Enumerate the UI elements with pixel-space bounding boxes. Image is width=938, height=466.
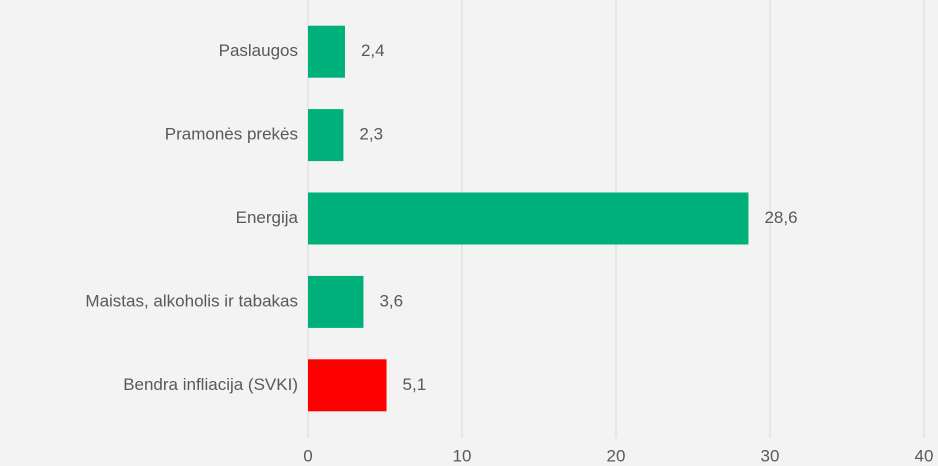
value-label: 2,3 (359, 125, 383, 144)
bar (308, 25, 345, 78)
value-label: 28,6 (764, 208, 797, 227)
x-tick-label: 0 (303, 446, 312, 465)
y-tick-label: Maistas, alkoholis ir tabakas (85, 291, 298, 310)
x-tick-label: 20 (607, 446, 626, 465)
value-label: 5,1 (403, 375, 427, 394)
value-label: 3,6 (379, 291, 403, 310)
y-tick-label: Pramonės prekės (165, 125, 298, 144)
value-label: 2,4 (361, 41, 385, 60)
bar (308, 275, 364, 328)
y-tick-label: Paslaugos (219, 41, 298, 60)
x-tick-label: 40 (915, 446, 934, 465)
bar (308, 359, 387, 412)
bar (308, 109, 344, 162)
y-tick-label: Bendra infliacija (SVKI) (123, 375, 298, 394)
x-tick-label: 30 (761, 446, 780, 465)
x-tick-label: 10 (453, 446, 472, 465)
y-tick-label: Energija (236, 208, 299, 227)
bar (308, 192, 749, 245)
